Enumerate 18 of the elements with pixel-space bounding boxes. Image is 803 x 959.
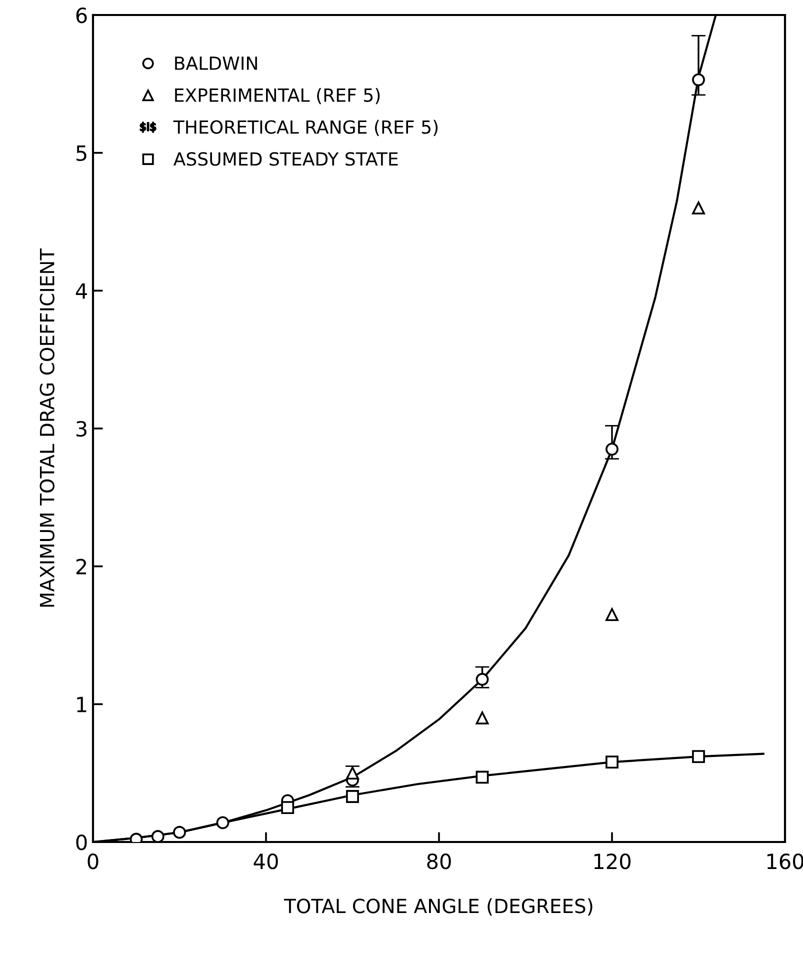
x-axis-title: TOTAL CONE ANGLE (DEGREES): [284, 898, 592, 916]
y-tick-label: 4: [76, 283, 87, 299]
x-tick-label: 120: [594, 853, 630, 870]
legend-label: EXPERIMENTAL (REF 5): [175, 88, 380, 104]
y-axis-title: MAXIMUM TOTAL DRAG COEFFICIENT: [40, 248, 54, 607]
y-tick-label: 0: [76, 834, 87, 850]
x-tick-label: 160: [767, 853, 803, 870]
legend-label: BALDWIN: [175, 56, 257, 70]
legend-label: ASSUMED STEADY STATE: [173, 152, 398, 166]
x-tick-label: 80: [427, 853, 451, 870]
x-tick-label: 40: [254, 853, 278, 870]
y-tick-label: 6: [76, 7, 87, 24]
x-tick-label: 0: [88, 853, 98, 870]
y-tick-label: 3: [76, 420, 86, 437]
annotation: THEORETICAL RANGE (REF 5): [173, 120, 438, 136]
y-tick-label: 2: [76, 558, 86, 574]
y-tick-label: 5: [76, 146, 86, 162]
y-tick-label: 1: [77, 696, 86, 712]
